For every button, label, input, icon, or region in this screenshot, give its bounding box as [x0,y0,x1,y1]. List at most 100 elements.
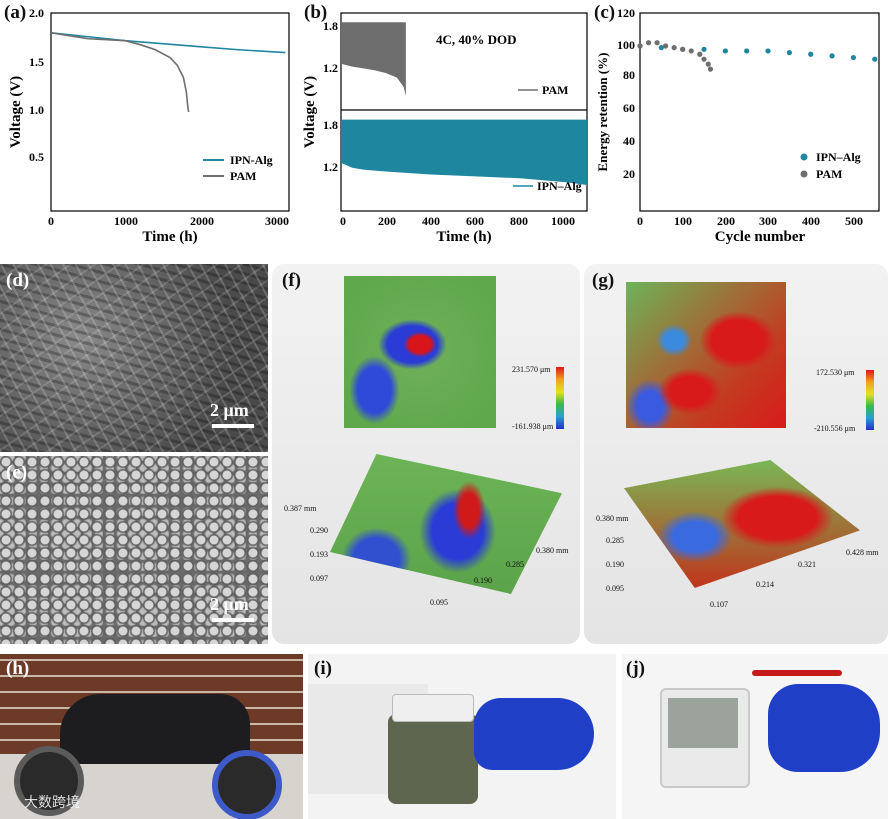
b-xtick-800: 800 [510,214,528,228]
j-blue-glove [768,684,880,772]
panel-j-label: (j) [626,658,645,679]
chart-c: 20 40 60 80 100 120 0 100 200 300 400 50… [595,6,880,245]
c-point-ipn-alg-3 [701,46,707,52]
c-ytick-20: 20 [623,167,635,181]
panel-g-label: (g) [592,270,615,291]
c-point-pam-2 [654,40,660,46]
panel-c: (c) 20 40 60 80 100 120 0 100 200 300 40… [590,0,888,245]
g-x-tick-3: 0.428 mm [846,548,879,557]
j-lcd [668,698,738,748]
f-3d-surface [330,454,562,594]
b-xtick-1000: 1000 [551,214,575,228]
panel-f: (f) 231.570 μm -161.938 μm 0.387 mm 0.29… [272,264,580,644]
panel-b-label: (b) [304,2,328,23]
h-wheel-right [212,750,282,819]
g-3d-surface [624,460,860,588]
i-blue-glove [474,698,594,770]
c-ylabel: Energy retention (%) [595,53,610,172]
b-series-group [341,22,587,186]
chart-b: 4C, 40% DOD PAM IPN–Alg 1.8 1.2 1.8 1.2 … [302,12,588,245]
f-colorbar [556,367,564,429]
j-cable-red [752,670,842,676]
c-xtick-400: 400 [802,214,820,228]
c-point-ipn-alg-10 [850,54,856,61]
c-xlabel: Cycle number [715,229,806,245]
g-topview-map [626,282,786,428]
g-cb-max: 172.530 μm [816,368,855,377]
a-ylabel: Voltage (V) [8,76,24,148]
c-point-pam-10 [707,66,714,72]
c-point-pam-4 [671,45,677,51]
c-legend-marker-pam [800,170,808,178]
a-series-line-ipn-alg [50,32,286,54]
sem-image-e: (e) 2 μm [0,456,268,644]
a-ytick-05: 0.5 [29,150,44,164]
f-z-tick-3: 0.097 [310,574,328,583]
c-point-ipn-alg-9 [829,53,835,59]
a-xtick-3000: 3000 [265,214,289,228]
h-motorcycle-body [60,694,250,764]
f-x-tick-3: 0.380 mm [536,546,569,555]
c-ytick-60: 60 [623,101,635,115]
scale-text-e: 2 μm [210,594,249,614]
c-legend-marker-ipn [800,153,808,161]
panel-a-label: (a) [4,2,27,23]
panel-i-label: (i) [314,658,332,679]
panel-e-label: (e) [6,462,28,483]
photo-i-wrist-device: (i) [308,654,616,819]
b-series-band-ipn-alg [341,119,587,186]
a-legend-ipn: IPN-Alg [230,153,273,167]
i-device [392,694,474,722]
c-point-ipn-alg-4 [722,48,728,54]
f-z-tick-0: 0.387 mm [284,504,317,513]
b-ytick-bot-18: 1.8 [323,118,338,132]
watermark: 大数跨境 [24,795,80,811]
c-point-pam-6 [688,48,694,54]
c-point-pam-5 [680,46,686,52]
b-xlabel: Time (h) [436,229,491,245]
chart-a: 0.5 1.0 1.5 2.0 0 1000 2000 3000 Time (h… [8,6,290,245]
c-xtick-0: 0 [637,214,643,228]
panel-d-label: (d) [6,270,30,291]
c-ytick-80: 80 [623,68,635,82]
scale-text-d: 2 μm [210,400,249,420]
f-x-tick-1: 0.190 [474,576,492,585]
a-xtick-0: 0 [48,214,54,228]
a-ytick-10: 1.0 [29,103,44,117]
b-ylabel: Voltage (V) [302,76,318,148]
b-ytick-top-12: 1.2 [323,61,338,75]
a-xlabel: Time (h) [142,229,197,245]
g-x-tick-1: 0.214 [756,580,774,589]
sem-image-d: (d) 2 μm [0,264,268,452]
g-x-tick-0: 0.107 [710,600,728,609]
g-x-tick-2: 0.321 [798,560,816,569]
c-point-ipn-alg-6 [765,48,771,54]
c-point-pam-3 [663,43,669,49]
b-xtick-0: 0 [340,214,346,228]
c-legend-ipn: IPN–Alg [816,150,861,164]
h-wheel-left [14,746,84,816]
c-xtick-300: 300 [759,214,777,228]
g-z-tick-1: 0.285 [606,536,624,545]
c-xtick-200: 200 [717,214,735,228]
f-x-tick-2: 0.285 [506,560,524,569]
a-series-group [50,32,286,113]
c-ytick-120: 120 [617,6,635,20]
a-xtick-1000: 1000 [114,214,138,228]
f-cb-min: -161.938 μm [512,422,554,431]
a-xtick-2000: 2000 [190,214,214,228]
c-point-ipn-alg-5 [744,48,750,54]
i-wrist-band [388,714,478,804]
b-xtick-400: 400 [422,214,440,228]
photo-j-blood-pressure-monitor: (j) [622,654,888,819]
c-point-pam-1 [645,40,652,46]
panel-c-label: (c) [594,2,616,23]
f-z-tick-1: 0.290 [310,526,328,535]
photo-h-toy-motorcycle: (h) 大数跨境 [0,654,303,819]
c-point-pam-7 [697,51,703,57]
b-series-band-pam [341,22,406,97]
c-point-pam-0 [637,43,643,49]
scale-bar-e [212,618,254,622]
scale-bar-d [212,424,254,428]
b-xtick-200: 200 [378,214,396,228]
